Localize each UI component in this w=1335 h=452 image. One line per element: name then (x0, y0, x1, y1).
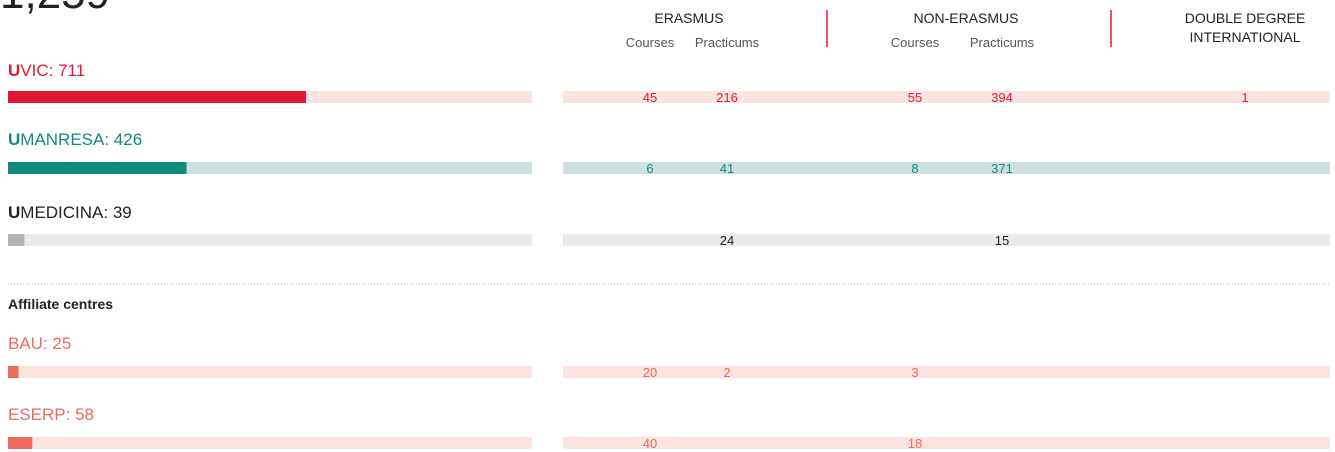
breakdown-value: 40 (643, 436, 657, 451)
label: MEDICINA: 39 (20, 203, 131, 222)
breakdown-track (563, 91, 1330, 103)
breakdown-value: 55 (908, 90, 922, 105)
row-label: UMEDICINA: 39 (8, 203, 132, 222)
logo-prefix: U (8, 203, 20, 222)
breakdown-value: 18 (908, 436, 922, 451)
breakdown-value: 6 (646, 161, 653, 176)
label: MANRESA: 426 (20, 130, 142, 149)
row-label: UVIC: 711 (8, 61, 85, 80)
bar (8, 437, 33, 449)
breakdown-track (563, 366, 1330, 378)
bar-track (8, 234, 532, 246)
section-title: Affiliate centres (8, 296, 113, 312)
column-title: NON-ERASMUS (913, 10, 1018, 26)
column-title: INTERNATIONAL (1190, 29, 1301, 45)
breakdown-value: 20 (643, 365, 657, 380)
breakdown-value: 371 (991, 161, 1013, 176)
bar-track (8, 366, 532, 378)
breakdown-value: 394 (991, 90, 1013, 105)
bar (8, 91, 307, 103)
breakdown-track (563, 437, 1330, 449)
label: BAU: 25 (8, 334, 71, 353)
bar (8, 234, 25, 246)
logo-prefix: U (8, 130, 20, 149)
row-label: ESERP: 58 (8, 405, 94, 424)
column-subtitle: Practicums (970, 35, 1035, 50)
logo-prefix: U (8, 61, 20, 80)
row-label: UMANRESA: 426 (8, 130, 142, 149)
label: ESERP: 58 (8, 405, 94, 424)
breakdown-value: 216 (716, 90, 738, 105)
breakdown-value: 3 (911, 365, 918, 380)
bar (8, 162, 187, 174)
breakdown-value: 41 (720, 161, 734, 176)
bar (8, 366, 19, 378)
breakdown-value: 15 (995, 233, 1009, 248)
breakdown-value: 24 (720, 233, 734, 248)
breakdown-value: 45 (643, 90, 657, 105)
breakdown-value: 8 (911, 161, 918, 176)
bar-track (8, 437, 532, 449)
label: VIC: 711 (20, 61, 85, 80)
breakdown-value: 2 (723, 365, 730, 380)
row-label: BAU: 25 (8, 334, 71, 353)
column-subtitle: Courses (891, 35, 940, 50)
total: 1,259 (0, 0, 110, 18)
breakdown-track (563, 234, 1330, 246)
breakdown-track (563, 162, 1330, 174)
column-title: DOUBLE DEGREE (1185, 10, 1306, 26)
breakdown-value: 1 (1241, 90, 1248, 105)
column-subtitle: Practicums (695, 35, 760, 50)
column-subtitle: Courses (626, 35, 675, 50)
column-title: ERASMUS (654, 10, 723, 26)
